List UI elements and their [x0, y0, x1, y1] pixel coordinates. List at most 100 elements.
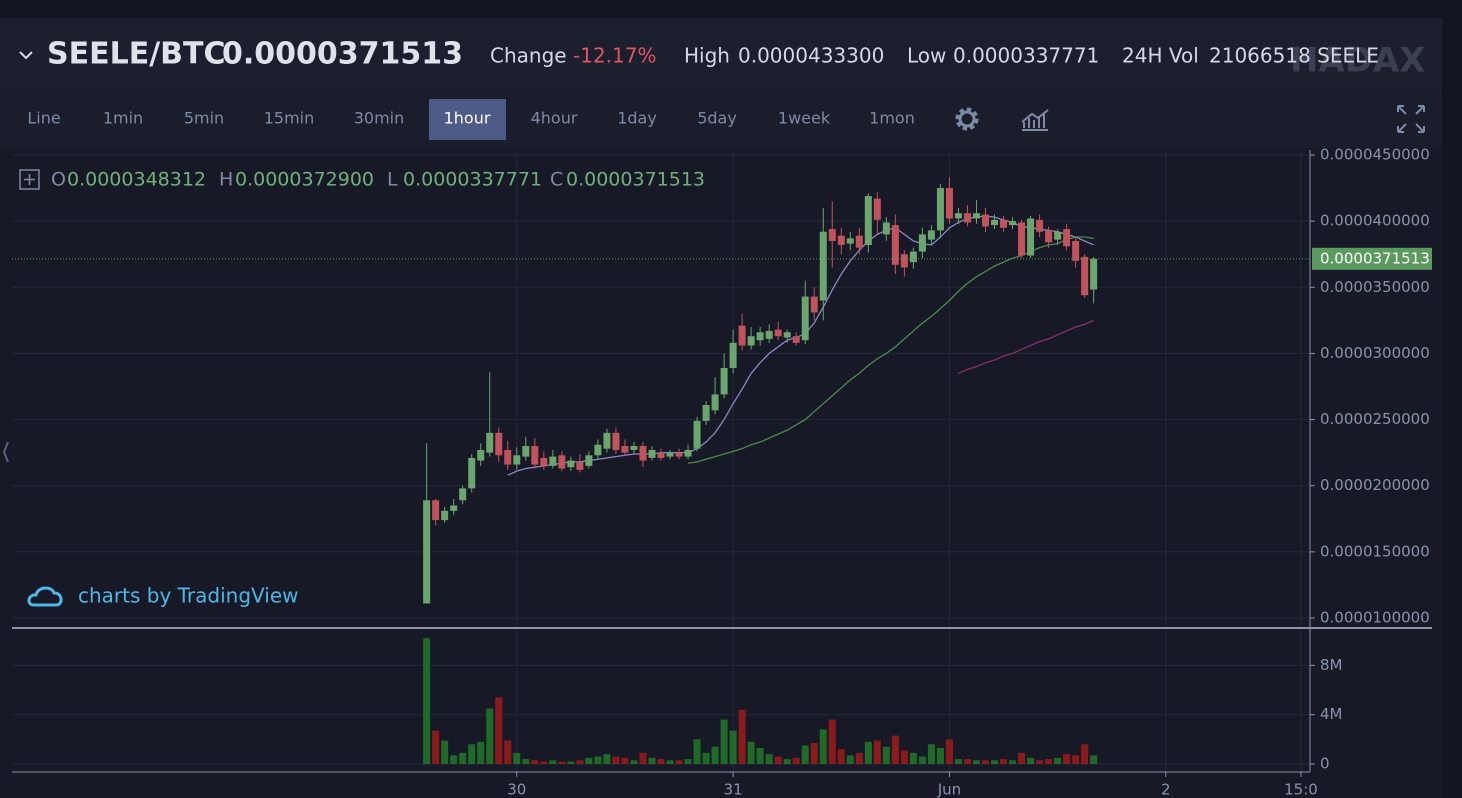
last-price-tag — [1312, 247, 1432, 270]
candle-body — [810, 296, 818, 313]
candle-body — [864, 196, 872, 245]
interval-button[interactable]: 1week — [778, 109, 831, 128]
candle-body — [846, 238, 854, 244]
volume-bar — [567, 761, 575, 764]
interval-button[interactable]: 15min — [264, 109, 315, 128]
volume-bar — [918, 756, 926, 764]
candle-body — [765, 330, 773, 339]
volume-bar — [1045, 759, 1053, 764]
volume-bar — [855, 752, 863, 764]
candle-body — [756, 332, 764, 341]
volume-bar — [522, 759, 530, 764]
volume-bar — [982, 760, 989, 764]
stat-value: -12.17% — [573, 44, 656, 68]
active-interval-bg — [429, 99, 506, 140]
indicators-icon[interactable] — [1021, 109, 1049, 131]
gear-teeth — [955, 107, 979, 131]
interval-button[interactable]: 1day — [617, 109, 657, 128]
interval-button-active[interactable]: 1hour — [444, 109, 491, 128]
volume-bar — [648, 757, 656, 764]
candle-body — [982, 214, 989, 227]
y-tick-label: 0.0000200000 — [1320, 476, 1430, 494]
candle-body — [1036, 219, 1044, 232]
legend-value: 0.0000371513 — [566, 169, 705, 191]
legend: O 0.0000348312 H 0.0000372900 L 0.0000337771 C… — [51, 169, 705, 191]
candle-body — [603, 432, 611, 449]
volume-bar — [441, 740, 449, 764]
candle-body — [1009, 221, 1017, 226]
legend-key: H — [219, 169, 233, 191]
candle-body — [792, 336, 800, 343]
interval-button[interactable]: 4hour — [531, 109, 578, 128]
volume-bar — [468, 744, 476, 764]
candle-body — [513, 455, 521, 465]
candle-body — [486, 432, 494, 453]
legend-toggle[interactable] — [19, 169, 40, 190]
collapse-chevron[interactable] — [19, 51, 33, 60]
volume-bar — [720, 719, 728, 764]
interval-button[interactable]: 30min — [354, 109, 405, 128]
volume-bar — [576, 760, 584, 764]
candle-body — [684, 449, 692, 457]
candle-body — [1045, 230, 1053, 243]
volume-bar — [621, 757, 629, 764]
interval-button[interactable]: 5min — [184, 109, 224, 128]
volume-bar — [684, 759, 692, 764]
side-handle[interactable] — [2, 441, 9, 463]
volume-bar — [1018, 752, 1026, 764]
candle-body — [828, 229, 836, 241]
candle-body — [495, 432, 503, 456]
moving-average — [687, 236, 1094, 464]
volume-bar — [558, 761, 566, 764]
stats: Change -12.17% High 0.0000433300 Low 0.000033… — [490, 44, 1379, 68]
x-tick-label: 31 — [724, 781, 743, 798]
volume-bar — [801, 745, 809, 764]
candle-body — [972, 213, 980, 219]
volume-tick-label: 4M — [1320, 705, 1343, 723]
volume-bar — [486, 708, 494, 764]
volume-bar — [1000, 759, 1008, 764]
candle-body — [585, 455, 593, 466]
volume-bar — [810, 743, 818, 764]
volume-bar — [1063, 754, 1071, 764]
candle-body — [621, 446, 629, 453]
candle-body — [783, 332, 791, 338]
moving-average — [958, 319, 1094, 374]
candle-body — [693, 420, 701, 449]
candle-body — [477, 449, 485, 461]
stat-label: High — [684, 44, 730, 68]
stat-value: 0.0000433300 — [738, 44, 884, 68]
volume-bar — [594, 756, 602, 764]
toolbar-bg — [0, 90, 1442, 148]
volume-bar — [693, 739, 701, 764]
stat-value: 0.0000337771 — [953, 44, 1099, 68]
candle-body — [711, 394, 719, 411]
volume-bar — [774, 756, 782, 764]
fullscreen-icon[interactable] — [1397, 105, 1425, 133]
price: 0.0000371513 — [222, 37, 463, 72]
volume-bar — [991, 760, 999, 764]
candle-body — [720, 367, 728, 395]
x-tick-label: Jun — [937, 781, 961, 798]
legend-key: O — [51, 169, 66, 191]
attribution[interactable]: charts by TradingView — [78, 584, 299, 608]
volume-bar — [459, 752, 467, 764]
volume-bar — [1072, 755, 1080, 764]
legend-value: 0.0000337771 — [403, 169, 542, 191]
interval-button[interactable]: 1mon — [869, 109, 915, 128]
legend-key: C — [550, 169, 563, 191]
settings-icon[interactable] — [955, 107, 979, 131]
y-tick-label: 0.0000450000 — [1320, 146, 1430, 164]
volume-bar — [756, 747, 764, 764]
interval-button[interactable]: 5day — [697, 109, 737, 128]
volume-bar — [432, 730, 440, 764]
interval-button[interactable]: 1min — [103, 109, 143, 128]
candle-body — [991, 219, 999, 226]
legend-value: 0.0000348312 — [67, 169, 206, 191]
volume-bar — [504, 740, 512, 764]
interval-button[interactable]: Line — [27, 109, 60, 128]
stat-label: Change — [490, 44, 567, 68]
stat-value: 21066518 SEELE — [1209, 44, 1379, 68]
